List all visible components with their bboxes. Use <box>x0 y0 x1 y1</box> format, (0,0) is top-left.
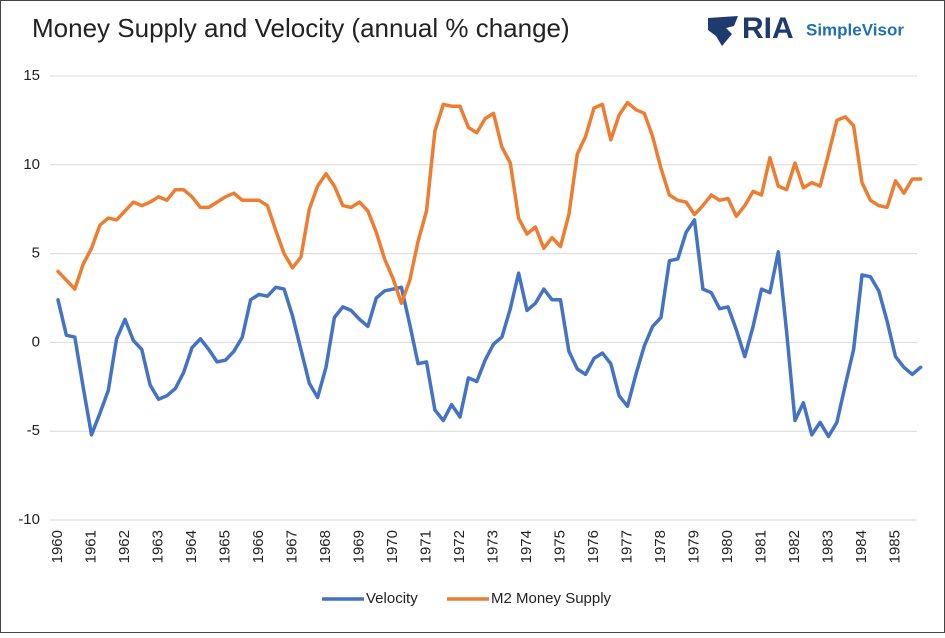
brand-product: SimpleVisor <box>806 20 904 39</box>
x-tick-label: 1963 <box>149 530 166 563</box>
series-line <box>56 100 923 306</box>
legend-label: Velocity <box>366 590 418 607</box>
x-tick-label: 1980 <box>719 530 736 563</box>
brand-name: RIA <box>742 12 794 45</box>
x-tick-label: 1979 <box>685 530 702 563</box>
x-tick-label: 1974 <box>518 530 535 563</box>
x-tick-label: 1971 <box>417 530 434 563</box>
x-tick-label: 1967 <box>283 530 300 563</box>
x-tick-label: 1973 <box>484 530 501 563</box>
logo: RIA SimpleVisor <box>708 12 904 46</box>
y-tick-label: -10 <box>18 511 40 528</box>
x-tick-label: 1985 <box>886 530 903 563</box>
x-tick-label: 1969 <box>350 530 367 563</box>
x-tick-label: 1975 <box>551 530 568 563</box>
x-tick-label: 1982 <box>786 530 803 563</box>
x-tick-label: 1981 <box>752 530 769 563</box>
y-tick-label: 15 <box>23 67 40 84</box>
x-tick-label: 1962 <box>116 530 133 563</box>
x-tick-label: 1965 <box>216 530 233 563</box>
x-tick-label: 1970 <box>384 530 401 563</box>
x-tick-label: 1977 <box>618 530 635 563</box>
x-tick-label: 1964 <box>183 530 200 563</box>
x-tick-label: 1966 <box>250 530 267 563</box>
logo-icon <box>708 16 738 46</box>
legend-label: M2 Money Supply <box>491 590 612 607</box>
x-tick-label: 1984 <box>853 530 870 563</box>
y-tick-label: 5 <box>32 245 40 262</box>
x-tick-label: 1968 <box>317 530 334 563</box>
x-tick-label: 1983 <box>819 530 836 563</box>
x-tick-label: 1960 <box>49 530 66 563</box>
y-tick-label: 10 <box>23 156 40 173</box>
x-tick-label: 1976 <box>585 530 602 563</box>
x-tick-label: 1961 <box>82 530 99 563</box>
chart-title: Money Supply and Velocity (annual % chan… <box>32 13 570 43</box>
y-tick-label: -5 <box>27 422 40 439</box>
x-tick-label: 1972 <box>451 530 468 563</box>
y-tick-label: 0 <box>32 333 40 350</box>
x-tick-label: 1978 <box>652 530 669 563</box>
series-line <box>56 218 923 439</box>
